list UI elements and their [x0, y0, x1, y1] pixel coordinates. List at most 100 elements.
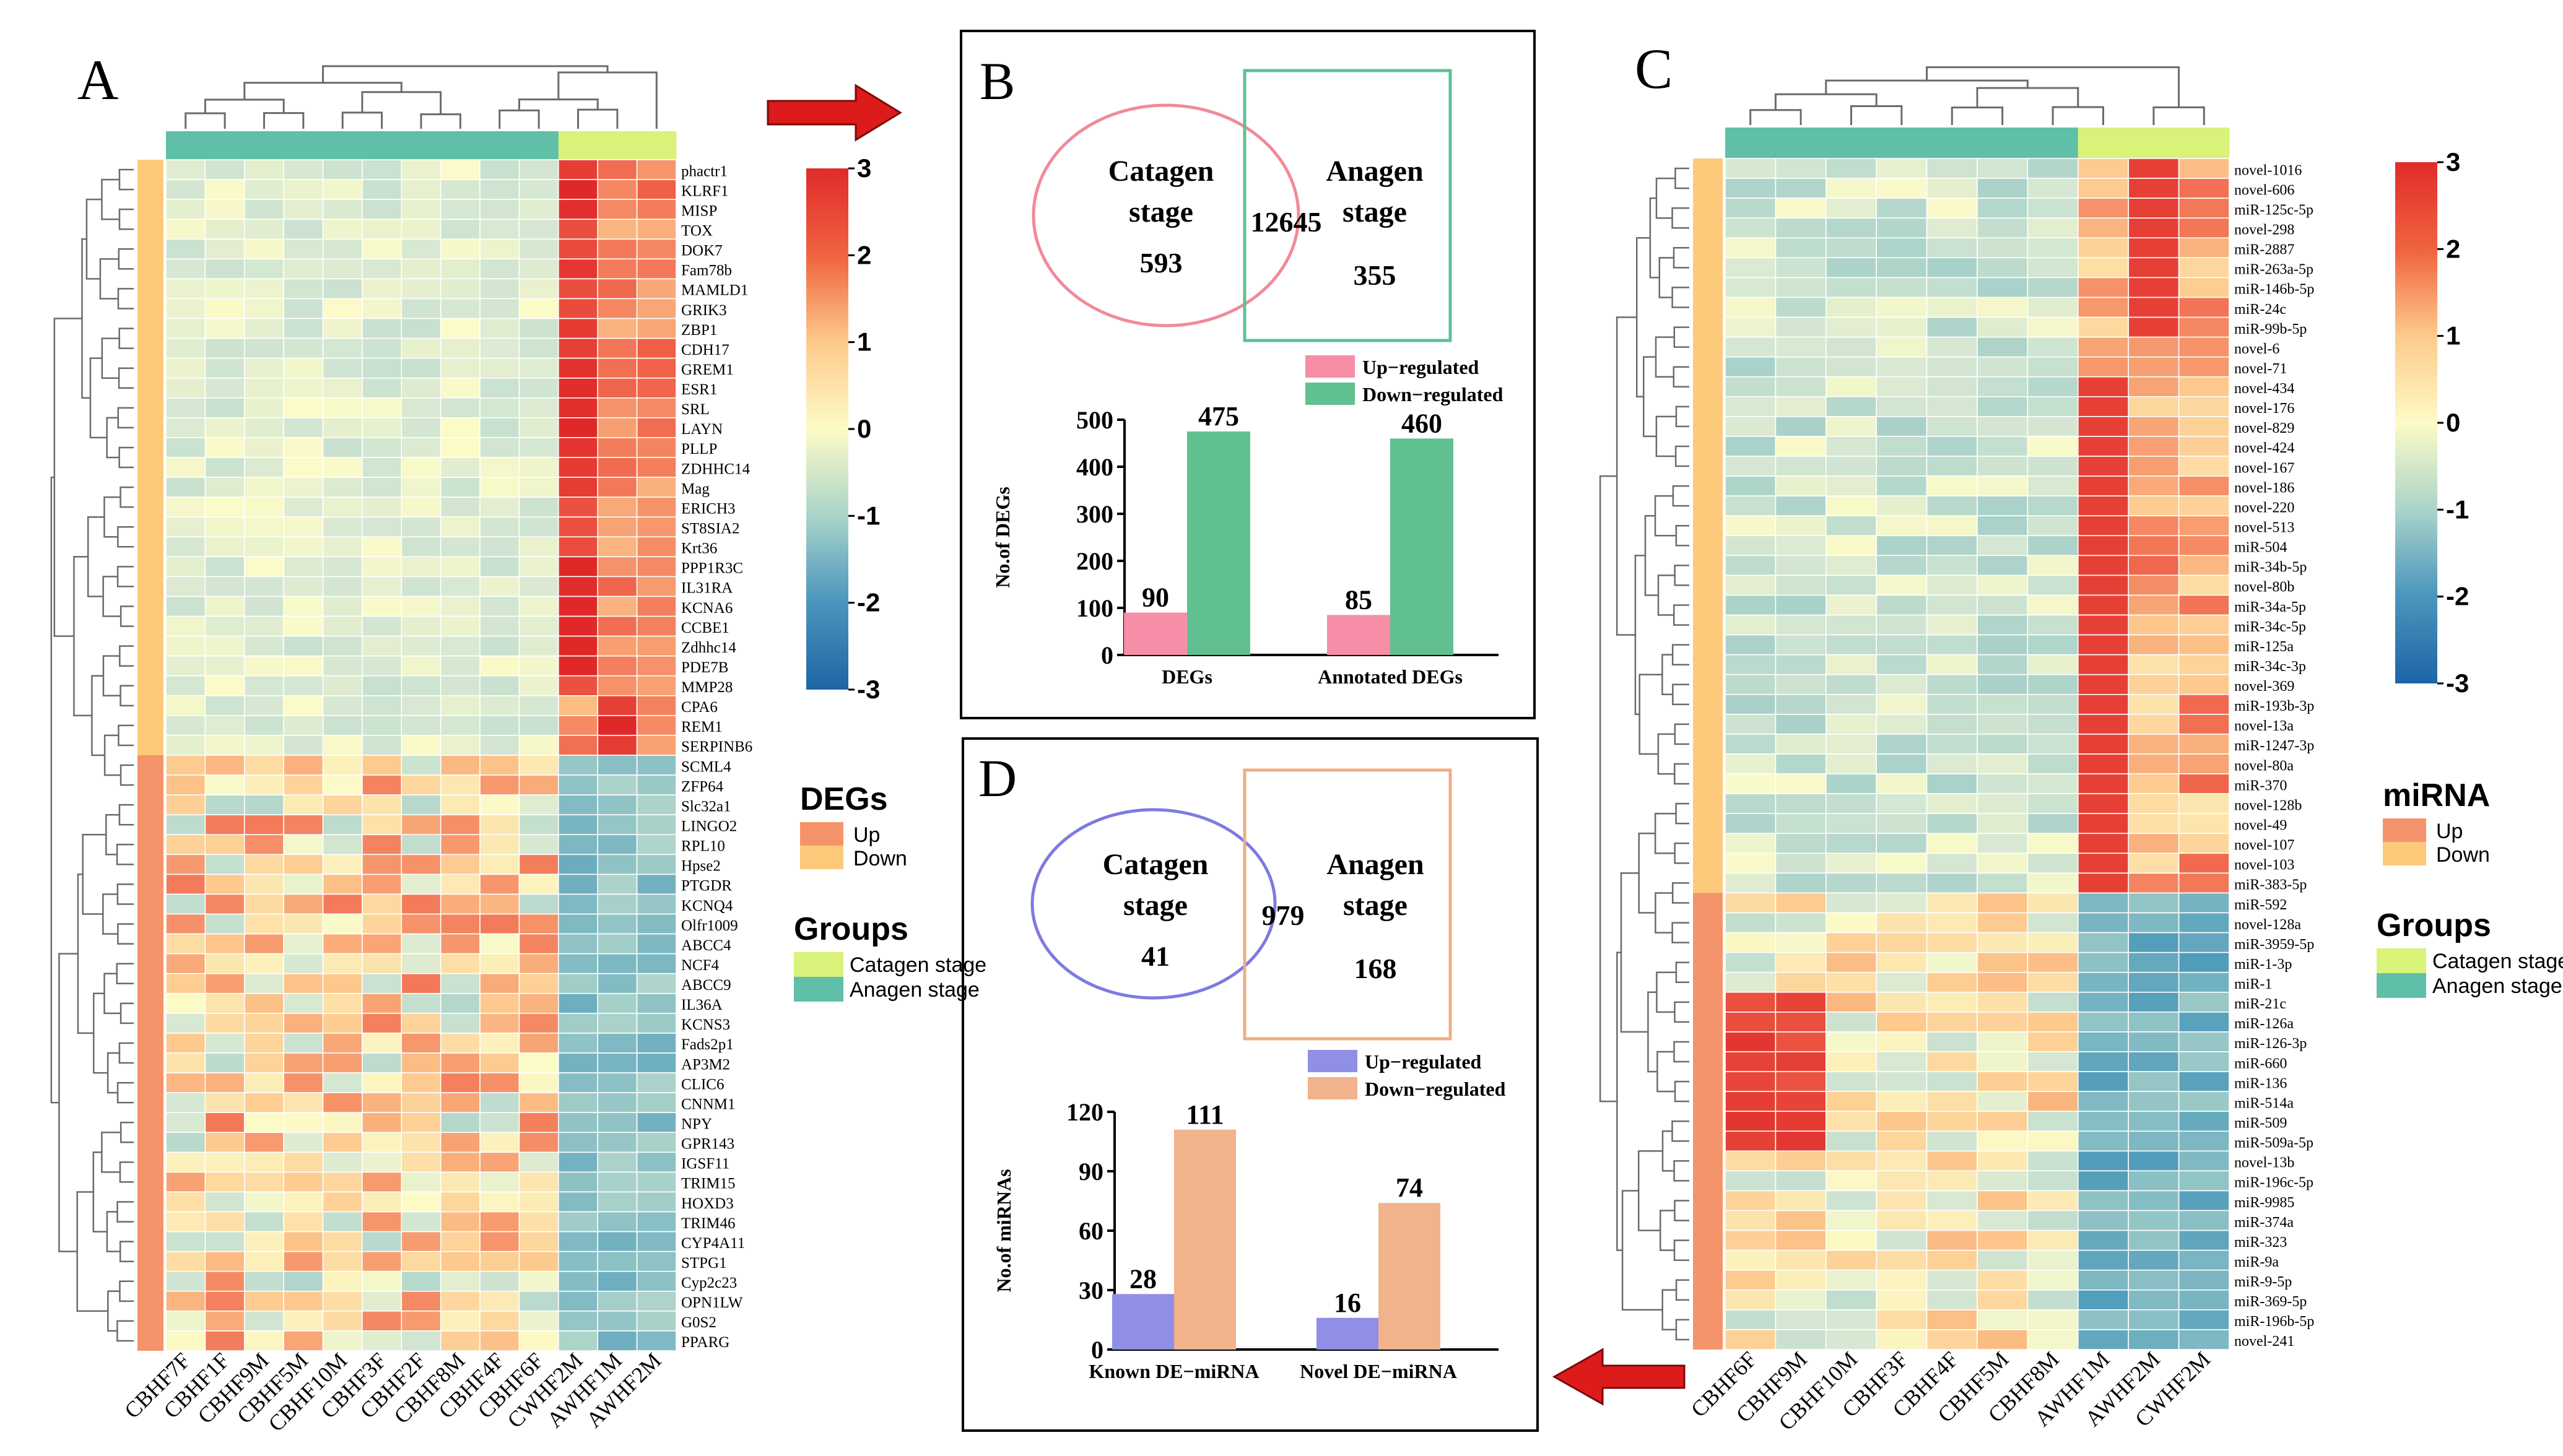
heatmap-cell — [1775, 1091, 1827, 1112]
heatmap-cell — [1725, 753, 1777, 774]
heatmap-cell — [2078, 714, 2130, 735]
row-label: CCBE1 — [681, 620, 729, 636]
heatmap-cell — [165, 1291, 206, 1312]
heatmap-cell — [362, 516, 403, 538]
heatmap-cell — [440, 933, 481, 955]
heatmap-cell — [479, 278, 520, 300]
colorbar-tick-label: 3 — [857, 154, 871, 183]
heatmap-cell — [1825, 456, 1878, 477]
heatmap-cell — [1876, 833, 1928, 854]
heatmap-cell — [2128, 555, 2180, 576]
heatmap-cell — [401, 755, 442, 776]
heatmap-cell — [204, 477, 245, 498]
heatmap-cell — [518, 437, 559, 458]
heatmap-cell — [283, 814, 324, 836]
heatmap-cell — [1825, 872, 1878, 894]
heatmap-cell — [204, 1171, 245, 1193]
heatmap-cell — [165, 1013, 206, 1034]
heatmap-cell — [283, 556, 324, 578]
heatmap-cell — [440, 1311, 481, 1332]
heatmap-cell — [204, 873, 245, 895]
heatmap-cell — [1725, 951, 1777, 973]
heatmap-cell — [2128, 951, 2180, 973]
heatmap-cell — [1725, 396, 1777, 417]
heatmap-cell — [2027, 694, 2079, 715]
row-label: novel-6 — [2234, 341, 2279, 357]
heatmap-cell — [2078, 654, 2130, 675]
heatmap-cell — [2128, 178, 2180, 199]
dendrogram-branch — [1674, 167, 1689, 189]
heatmap-cell — [1775, 316, 1827, 338]
heatmap-cell — [283, 1330, 324, 1351]
heatmap-cell — [204, 794, 245, 815]
dendrogram-branch — [1661, 1130, 1674, 1172]
heatmap-cell — [204, 516, 245, 538]
dendrogram-branch — [1621, 1190, 1663, 1311]
row-label: miR-125c-5p — [2234, 202, 2313, 218]
heatmap-cell — [401, 238, 442, 260]
group-bar-cell — [205, 131, 245, 160]
heatmap-cell — [440, 1330, 481, 1351]
heatmap-cell — [165, 1092, 206, 1113]
heatmap-cell — [558, 1211, 599, 1233]
heatmap-cell — [636, 477, 677, 498]
group-bar-cell — [2078, 128, 2129, 158]
row-label: Olfr1009 — [681, 917, 738, 934]
heatmap-cell — [2178, 872, 2230, 894]
heatmap-cell — [440, 834, 481, 856]
dendrogram-branch — [1671, 1120, 1689, 1142]
dendrogram-branch — [1657, 574, 1675, 616]
dendrogram-branch — [120, 764, 134, 786]
heatmap-cell — [2178, 813, 2230, 834]
heatmap-cell — [2178, 535, 2230, 557]
heatmap-cell — [2027, 1289, 2079, 1311]
heatmap-cell — [362, 357, 403, 379]
heatmap-cell — [2128, 217, 2180, 239]
heatmap-cell — [1926, 535, 1978, 557]
heatmap-cell — [518, 1112, 559, 1133]
heatmap-cell — [597, 1171, 638, 1193]
dendrogram-branch — [1951, 106, 2004, 125]
heatmap-cell — [1926, 257, 1978, 279]
heatmap-cell — [1977, 951, 2029, 973]
heatmap-cell — [165, 318, 206, 339]
heatmap-cell — [204, 1092, 245, 1113]
heatmap-cell — [518, 1211, 559, 1233]
heatmap-cell — [1926, 475, 1978, 496]
heatmap-cell — [243, 755, 284, 776]
heatmap-cell — [2078, 1289, 2130, 1311]
heatmap-cell — [283, 258, 324, 280]
group-bar-cell — [2128, 128, 2180, 158]
heatmap-cell — [636, 159, 677, 180]
dendrogram-branch — [1675, 405, 1689, 428]
group-bar-cell — [1725, 128, 1776, 158]
dendrogram-branch — [1599, 475, 1617, 1103]
heatmap-cell — [401, 219, 442, 240]
heatmap-cell — [322, 596, 363, 617]
heatmap-cell — [2178, 892, 2230, 914]
heatmap-cell — [243, 1092, 284, 1113]
heatmap-cell — [1725, 1091, 1777, 1112]
heatmap-cell — [2128, 793, 2180, 814]
heatmap-cell — [1926, 515, 1978, 537]
heatmap-cell — [558, 794, 599, 815]
dendrogram-branch — [119, 645, 134, 667]
heatmap-cell — [636, 695, 677, 716]
heatmap-cell — [2027, 277, 2079, 298]
dendrogram-branch — [1660, 1210, 1675, 1251]
heatmap-cell — [2128, 753, 2180, 774]
heatmap-cell — [558, 596, 599, 617]
heatmap-cell — [440, 556, 481, 578]
heatmap-cell — [2128, 1289, 2180, 1311]
heatmap-cell — [322, 635, 363, 657]
heatmap-cell — [636, 278, 677, 300]
row-label: miR-263a-5p — [2234, 262, 2313, 278]
heatmap-cell — [440, 199, 481, 220]
dendrogram-branch — [87, 516, 105, 597]
heatmap-cell — [2027, 257, 2079, 279]
heatmap-cell — [401, 496, 442, 518]
bar — [1124, 612, 1187, 655]
heatmap-cell — [597, 933, 638, 955]
dendrogram-branch — [1673, 366, 1689, 388]
dendrogram-branch — [103, 973, 121, 1015]
